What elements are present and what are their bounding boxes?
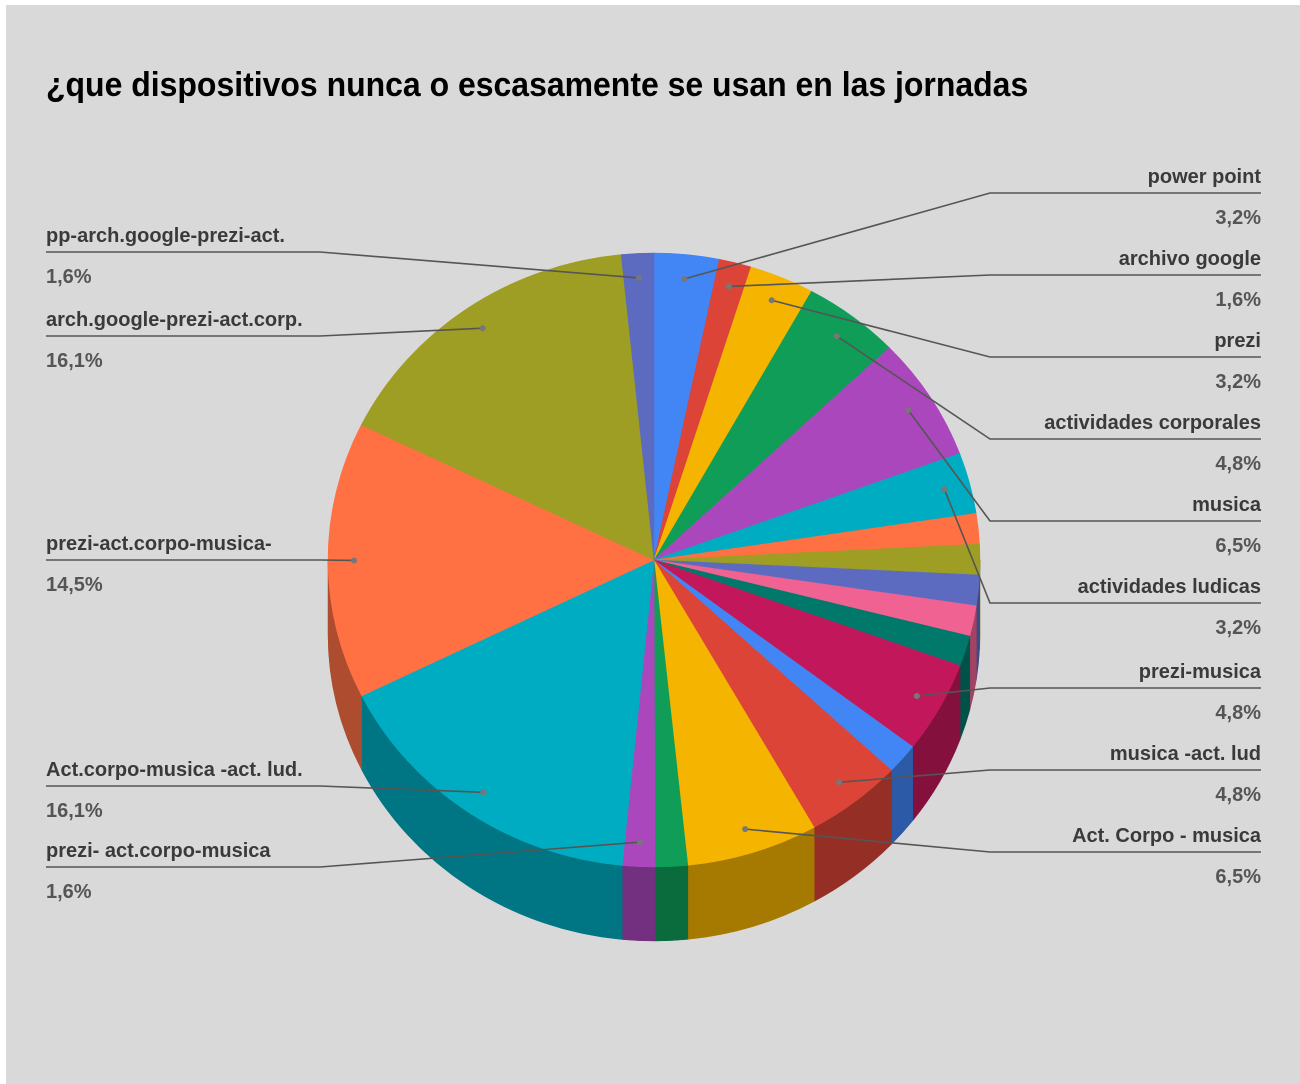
- leader-dot-13: [836, 779, 843, 786]
- slice-value-5: 3,2%: [1215, 617, 1261, 639]
- slice-value-17: 16,1%: [46, 800, 103, 822]
- pie-slice-14: [653, 559, 815, 866]
- leader-line-2: [771, 299, 1261, 358]
- leader-line-1: [728, 274, 1261, 288]
- slice-label-16: prezi- act.corpo-musica: [46, 840, 271, 862]
- slice-value-19: 16,1%: [46, 350, 103, 372]
- slice-value-18: 14,5%: [46, 574, 103, 596]
- leader-line-16: [46, 841, 640, 868]
- leader-dot-3: [833, 333, 840, 340]
- slice-label-2: prezi: [1214, 330, 1261, 352]
- slice-value-3: 4,8%: [1215, 453, 1261, 475]
- leader-dot-1: [725, 283, 732, 290]
- leader-dot-16: [636, 839, 643, 846]
- slice-label-0: power point: [1148, 166, 1262, 188]
- leader-dot-4: [905, 407, 912, 414]
- leader-dot-11: [913, 693, 920, 700]
- leader-line-0: [683, 192, 1261, 280]
- slice-value-1: 1,6%: [1215, 289, 1261, 311]
- leader-dot-18: [351, 557, 358, 564]
- leader-line-4: [907, 409, 1261, 522]
- pie-side-16: [621, 865, 656, 942]
- leader-line-14: [745, 828, 1261, 853]
- leader-dot-0: [681, 275, 688, 282]
- leader-dot-17: [480, 789, 487, 796]
- slice-label-11: prezi-musica: [1139, 661, 1262, 683]
- pie-slice-4: [653, 347, 961, 561]
- leader-line-19: [46, 327, 483, 337]
- slice-label-20: pp-arch.google-prezi-act.: [46, 225, 285, 247]
- leader-dot-14: [742, 826, 749, 833]
- slice-label-4: musica: [1192, 494, 1262, 516]
- leader-dot-2: [768, 297, 775, 304]
- pie-slice-19: [360, 254, 655, 561]
- pie-side-15: [654, 865, 689, 942]
- leader-dot-19: [479, 325, 486, 332]
- slice-value-14: 6,5%: [1215, 866, 1261, 888]
- slice-value-20: 1,6%: [46, 266, 92, 288]
- pie-top-faces: [327, 252, 981, 868]
- slice-value-11: 4,8%: [1215, 702, 1261, 724]
- slice-label-1: archivo google: [1119, 248, 1261, 270]
- pie-slice-20: [620, 252, 655, 561]
- pie-side-walls: [327, 559, 981, 942]
- slice-value-0: 3,2%: [1215, 207, 1261, 229]
- pie-slice-17: [361, 559, 655, 866]
- slice-label-5: actividades ludicas: [1078, 576, 1261, 598]
- leader-line-17: [46, 785, 484, 794]
- leader-dot-20: [635, 274, 642, 281]
- slice-value-4: 6,5%: [1215, 535, 1261, 557]
- leader-dot-5: [941, 486, 948, 493]
- slice-value-2: 3,2%: [1215, 371, 1261, 393]
- leader-line-5: [943, 488, 1261, 604]
- slice-label-17: Act.corpo-musica -act. lud.: [46, 759, 303, 781]
- leader-line-3: [836, 335, 1261, 440]
- slice-label-19: arch.google-prezi-act.corp.: [46, 309, 303, 331]
- slice-label-3: actividades corporales: [1044, 412, 1261, 434]
- slice-value-13: 4,8%: [1215, 784, 1261, 806]
- leader-line-20: [46, 251, 639, 279]
- pie-labels: power point 3,2% archivo google 1,6% prezi 3,…: [46, 166, 1262, 903]
- slice-label-14: Act. Corpo - musica: [1072, 825, 1262, 847]
- slice-value-16: 1,6%: [46, 881, 92, 903]
- leader-line-11: [916, 687, 1261, 697]
- slice-label-13: musica -act. lud: [1110, 743, 1261, 765]
- leader-line-13: [838, 769, 1261, 784]
- chart-title: ¿que dispositivos nunca o escasamente se…: [46, 66, 1029, 104]
- slice-label-18: prezi-act.corpo-musica-: [46, 533, 272, 555]
